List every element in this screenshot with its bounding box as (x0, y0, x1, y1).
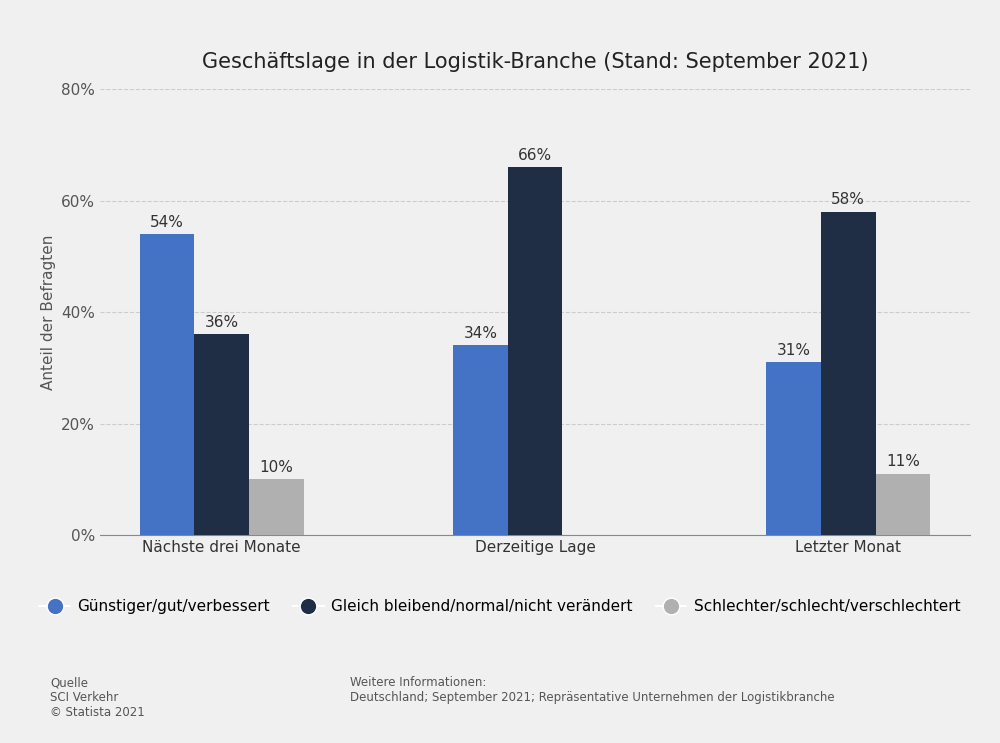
Bar (876, 474, 930, 535)
Text: 36%: 36% (205, 315, 239, 330)
Text: 10%: 10% (260, 460, 293, 475)
Text: 31%: 31% (777, 343, 811, 357)
Text: 58%: 58% (831, 192, 865, 207)
Bar (453, 345, 508, 535)
Text: Quelle
SCI Verkehr
© Statista 2021: Quelle SCI Verkehr © Statista 2021 (50, 676, 145, 719)
Text: 34%: 34% (463, 326, 497, 341)
Text: Weitere Informationen:
Deutschland; September 2021; Repräsentative Unternehmen d: Weitere Informationen: Deutschland; Sept… (350, 676, 835, 704)
Bar (140, 234, 194, 535)
Bar (194, 334, 249, 535)
Bar (249, 479, 304, 535)
Text: 54%: 54% (150, 215, 184, 230)
Bar (766, 362, 821, 535)
Text: 66%: 66% (518, 148, 552, 163)
Bar (821, 212, 876, 535)
Y-axis label: Anteil der Befragten: Anteil der Befragten (41, 234, 56, 390)
Bar (508, 167, 562, 535)
Text: 11%: 11% (886, 454, 920, 470)
Title: Geschäftslage in der Logistik-Branche (Stand: September 2021): Geschäftslage in der Logistik-Branche (S… (202, 52, 868, 72)
Legend: Günstiger/gut/verbessert, Gleich bleibend/normal/nicht verändert, Schlechter/sch: Günstiger/gut/verbessert, Gleich bleiben… (33, 593, 967, 620)
